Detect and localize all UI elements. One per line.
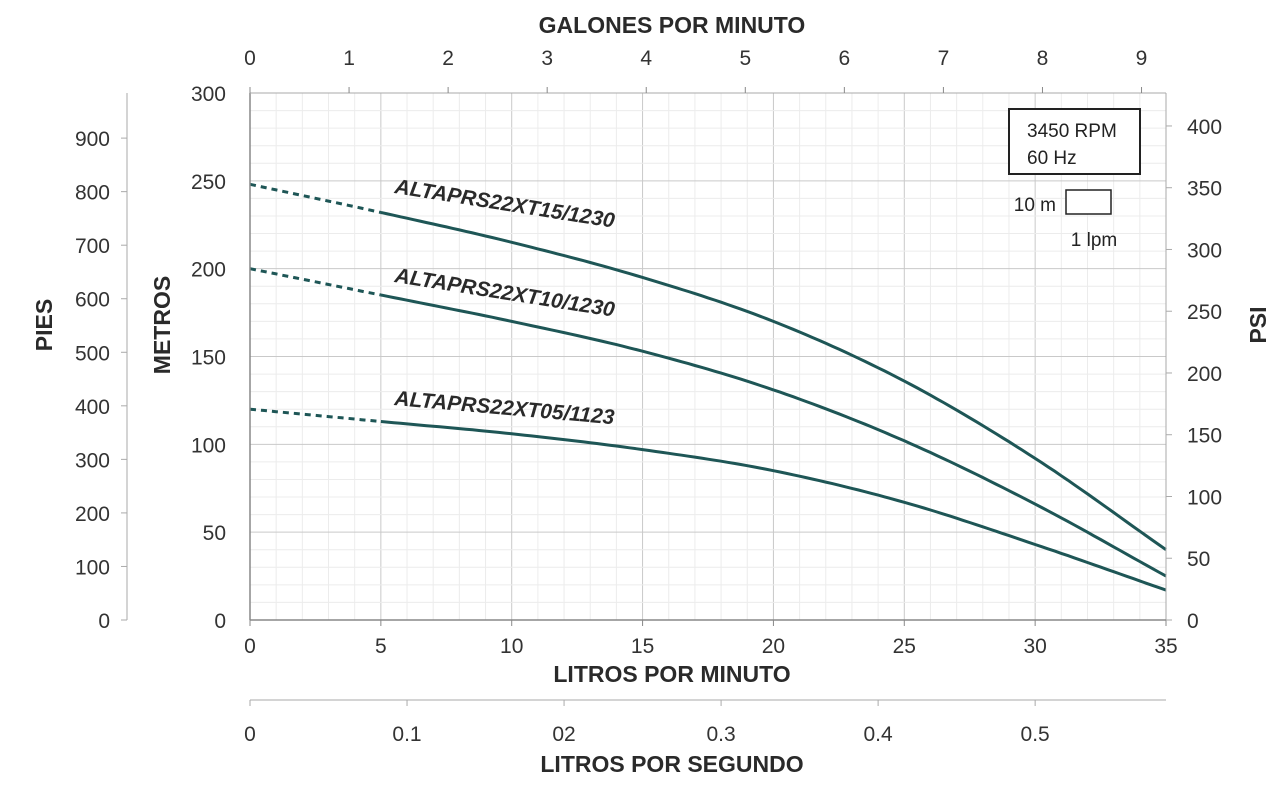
psi-tick-label: 150	[1187, 425, 1222, 448]
pies-axis-title: PIES	[31, 299, 57, 351]
x-tick-label: 25	[893, 635, 916, 658]
series-1-line	[380, 293, 1167, 578]
pies-tick-label: 200	[75, 503, 110, 526]
scale-m-text: 10 m	[1014, 195, 1056, 216]
pies-tick-label: 400	[75, 396, 110, 419]
lps-tick-label: 0.4	[864, 723, 894, 746]
psi-tick-label: 250	[1187, 301, 1222, 324]
x-tick-label: 20	[762, 635, 785, 658]
scale-lpm-text: 1 lpm	[1071, 230, 1117, 251]
y-tick-label: 100	[191, 434, 226, 457]
tick-labels: 0 5 10 15 20 25 30 350 1 2 3 4 5 6 7 8 90 0.1 02 0.3 0.4 0.50…	[75, 47, 1222, 746]
x-tick-label: 0	[244, 635, 256, 658]
y-tick-label: 0	[214, 610, 226, 633]
y-tick-label: 50	[203, 522, 226, 545]
y-tick-label: 300	[191, 83, 226, 106]
psi-tick-label: 300	[1187, 239, 1222, 262]
y-tick-label: 150	[191, 347, 226, 370]
y-tick-label: 200	[191, 259, 226, 282]
series-label-xt15: ALTAPRS22XT15/1230	[392, 175, 616, 233]
series-0-line	[380, 211, 1167, 551]
lps-tick-label: 0	[244, 723, 256, 746]
pies-tick-label: 300	[75, 449, 110, 472]
x-tick-label: 30	[1023, 635, 1046, 658]
top-tick-label: 1	[343, 47, 355, 70]
psi-tick-label: 200	[1187, 363, 1222, 386]
series-2-dashed-line	[249, 407, 382, 423]
lps-tick-label: 0.1	[392, 723, 421, 746]
pies-tick-label: 100	[75, 556, 110, 579]
top-tick-label: 8	[1037, 47, 1049, 70]
rpm-text: 3450 RPM	[1027, 121, 1117, 142]
top-axis-title: GALONES POR MINUTO	[539, 12, 806, 38]
pies-tick-label: 0	[98, 610, 110, 633]
lps-tick-label: 02	[552, 723, 575, 746]
grid-cell-scale-box	[1065, 189, 1112, 215]
rpm-box	[1008, 108, 1141, 175]
series-1-dashed-line	[249, 267, 382, 297]
metros-axis-title: METROS	[149, 276, 175, 374]
x-tick-label: 15	[631, 635, 654, 658]
bottom-axis-title: LITROS POR MINUTO	[553, 661, 790, 687]
psi-tick-label: 50	[1187, 548, 1210, 571]
bottom2-axis-title: LITROS POR SEGUNDO	[540, 751, 803, 777]
plot-frame	[121, 87, 1172, 706]
top-tick-label: 3	[541, 47, 553, 70]
psi-tick-label: 100	[1187, 486, 1222, 509]
top-tick-label: 9	[1136, 47, 1148, 70]
series-label-xt10: ALTAPRS22XT10/1230	[392, 264, 616, 322]
x-tick-label: 5	[375, 635, 387, 658]
top-tick-label: 7	[938, 47, 950, 70]
pies-tick-label: 800	[75, 182, 110, 205]
psi-tick-label: 350	[1187, 178, 1222, 201]
pies-tick-label: 600	[75, 289, 110, 312]
top-tick-label: 4	[640, 47, 652, 70]
series-2-line	[380, 420, 1167, 592]
top-tick-label: 6	[839, 47, 851, 70]
pies-tick-label: 700	[75, 235, 110, 258]
x-tick-label: 35	[1154, 635, 1177, 658]
series-0-dashed-line	[249, 182, 382, 214]
y-tick-label: 250	[191, 171, 226, 194]
x-tick-label: 10	[500, 635, 523, 658]
performance-curves	[249, 182, 1167, 592]
top-tick-label: 5	[739, 47, 751, 70]
psi-tick-label: 0	[1187, 610, 1199, 633]
top-tick-label: 0	[244, 47, 256, 70]
top-tick-label: 2	[442, 47, 454, 70]
psi-axis-title: PSI	[1245, 306, 1271, 343]
psi-tick-label: 400	[1187, 116, 1222, 139]
lps-tick-label: 0.5	[1021, 723, 1050, 746]
pies-tick-label: 500	[75, 342, 110, 365]
series-label-xt05: ALTAPRS22XT05/1123	[393, 387, 616, 429]
lps-tick-label: 0.3	[706, 723, 735, 746]
hz-text: 60 Hz	[1027, 148, 1077, 169]
pies-tick-label: 900	[75, 128, 110, 151]
